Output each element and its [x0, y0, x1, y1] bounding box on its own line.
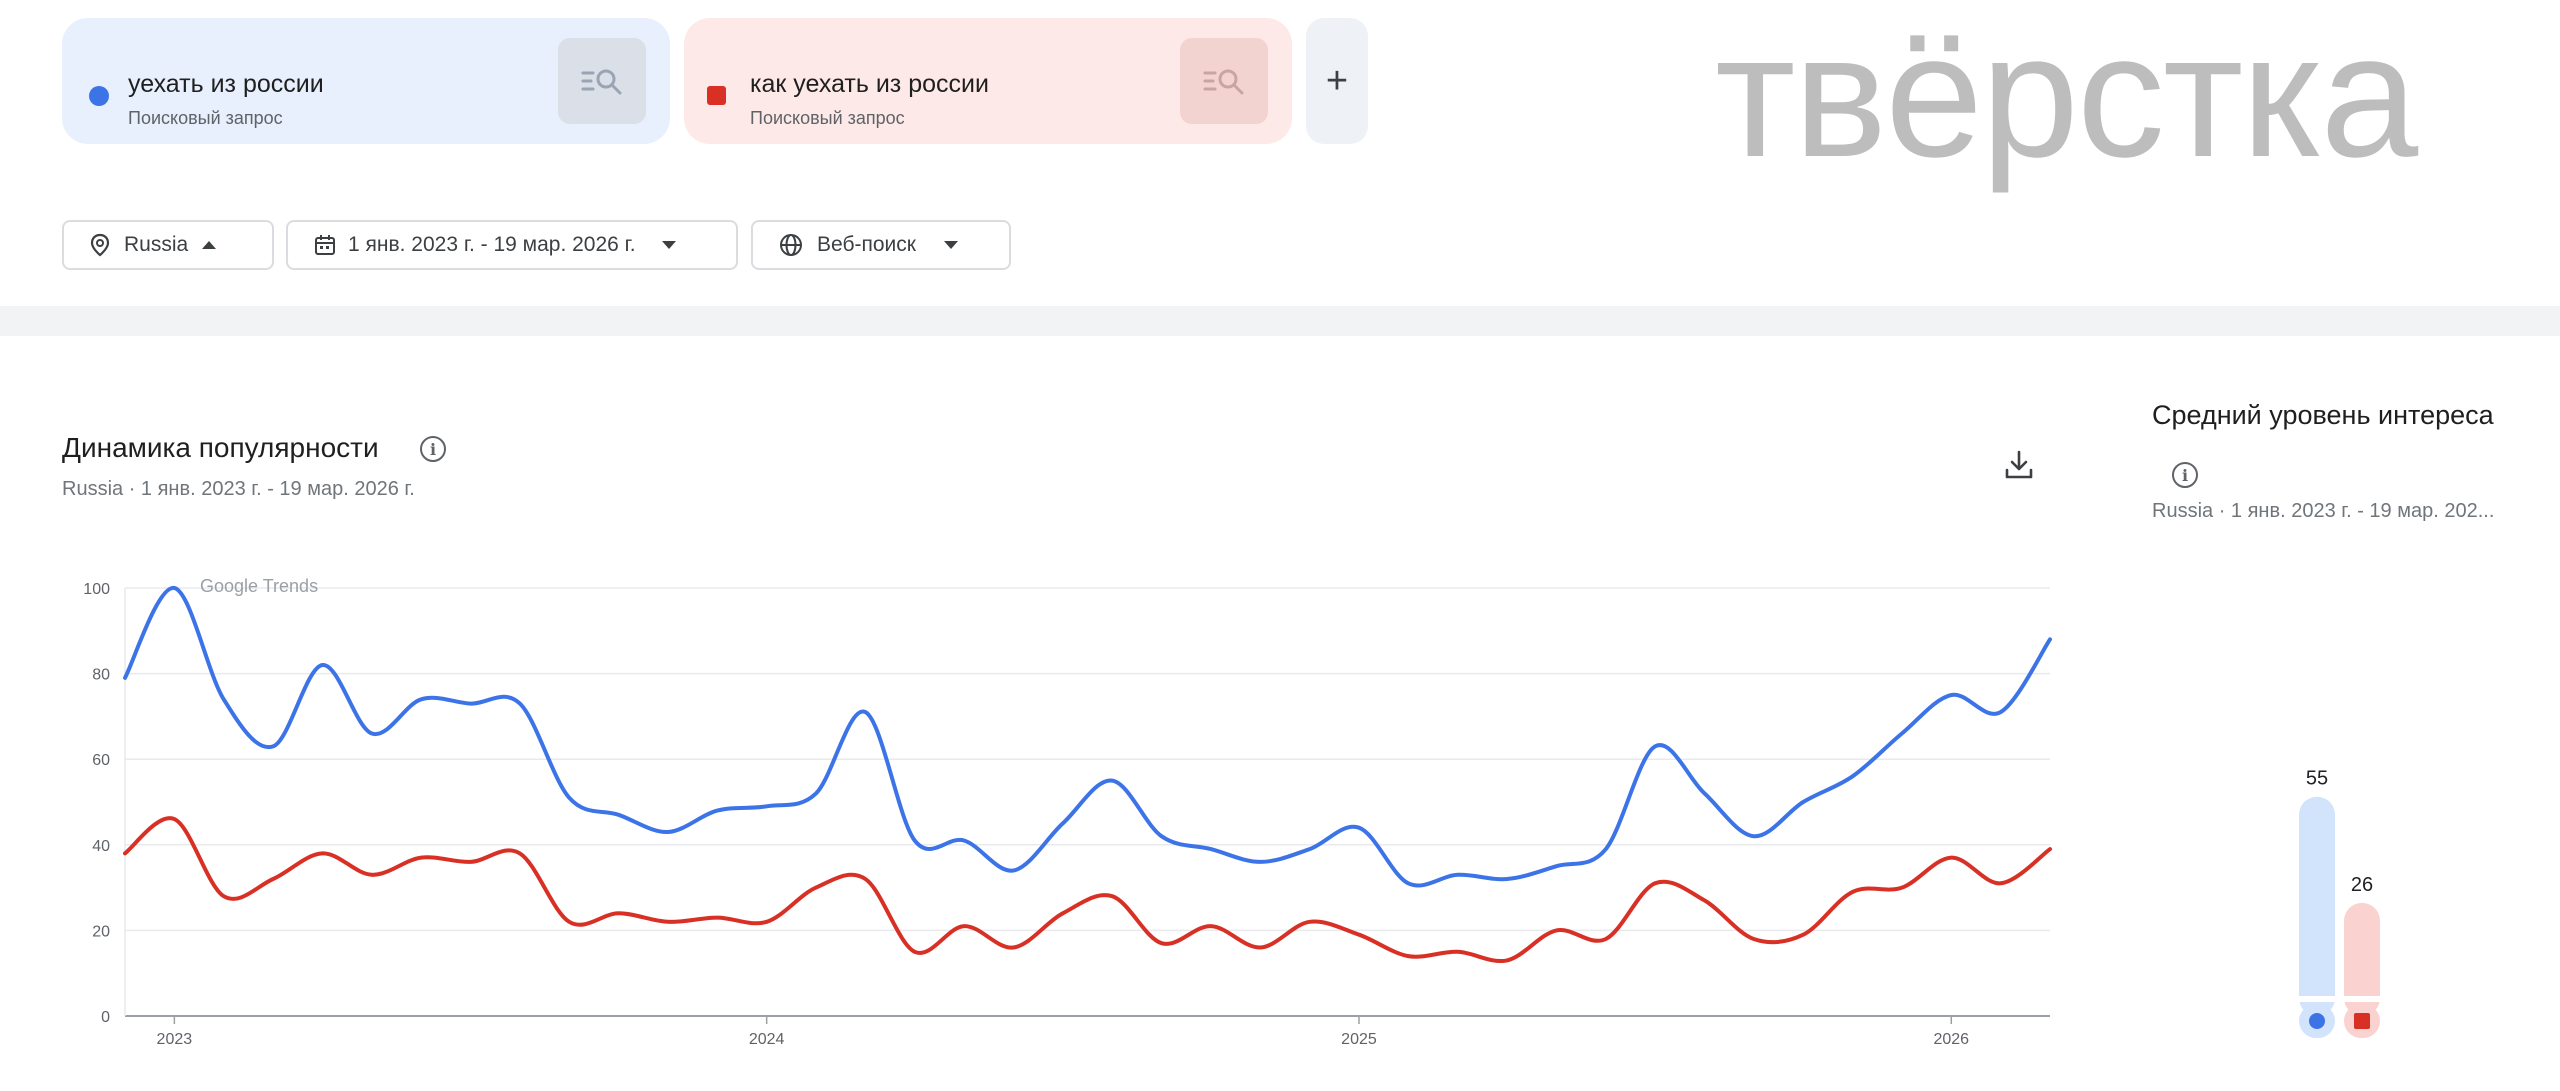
search-type-filter[interactable]: Веб-поиск	[751, 220, 1011, 270]
average-interest-subtitle: Russia · 1 янв. 2023 г. - 19 мар. 202...	[2152, 500, 2495, 522]
search-term-type: Поисковый запрос	[750, 108, 905, 128]
region-filter[interactable]: Russia	[62, 220, 274, 270]
search-list-icon	[1203, 69, 1244, 95]
blue-dot-icon	[2309, 1013, 2325, 1029]
caret-down-icon	[661, 241, 676, 249]
series-line-1	[123, 586, 2052, 888]
date-range-filter[interactable]: 1 янв. 2023 г. - 19 мар. 2026 г.	[286, 220, 738, 270]
x-tick-label: 2025	[1341, 1031, 1377, 1048]
bar-divider	[2344, 996, 2380, 1002]
google-trends-watermark: Google Trends	[200, 576, 318, 596]
date-range-label: 1 янв. 2023 г. - 19 мар. 2026 г.	[348, 233, 636, 256]
interest-over-time-subtitle: Russia · 1 янв. 2023 г. - 19 мар. 2026 г…	[62, 478, 415, 500]
interest-over-time-title: Динамика популярности	[62, 432, 379, 463]
info-icon[interactable]: i	[2172, 462, 2198, 488]
search-term-menu-button[interactable]	[1180, 38, 1268, 124]
caret-up-icon	[202, 241, 217, 249]
search-term-type: Поисковый запрос	[128, 108, 283, 128]
top-panel: уехать из россии Поисковый запрос как уе…	[0, 0, 2560, 307]
average-interest-title: Средний уровень интереса	[2152, 400, 2494, 430]
y-tick-label: 0	[101, 1009, 110, 1026]
search-term-label: как уехать из россии	[750, 70, 989, 98]
calendar-icon	[315, 235, 335, 255]
search-term-card-1[interactable]: уехать из россии Поисковый запрос	[62, 18, 670, 144]
globe-icon	[780, 234, 802, 256]
x-tick-label: 2023	[157, 1031, 193, 1048]
y-tick-label: 20	[92, 923, 110, 940]
x-tick-label: 2024	[749, 1031, 785, 1048]
y-tick-label: 80	[92, 667, 110, 684]
series-line-2	[123, 816, 2052, 964]
y-tick-label: 100	[83, 581, 110, 598]
download-icon[interactable]	[2002, 448, 2036, 482]
interest-over-time-chart: 0 20 40 60 80 100 2023 2024 2025 2026 Google Trend…	[83, 576, 2052, 1048]
x-tick-label: 2026	[1933, 1031, 1969, 1048]
red-square-icon	[2354, 1013, 2370, 1029]
region-filter-label: Russia	[124, 233, 189, 256]
average-bar	[2299, 796, 2335, 1016]
section-divider	[0, 306, 2560, 336]
info-icon[interactable]: i	[420, 436, 446, 462]
average-value-label: 26	[2351, 874, 2373, 896]
average-value-label: 55	[2306, 768, 2328, 790]
red-square-icon	[707, 86, 726, 105]
average-interest-chart: 55 26	[2299, 768, 2380, 1038]
y-tick-label: 40	[92, 838, 110, 855]
bar-divider	[2299, 996, 2335, 1002]
tverstka-logo: твёрстка	[1715, 0, 2418, 194]
search-term-menu-button[interactable]	[558, 38, 646, 124]
search-term-label: уехать из россии	[128, 70, 324, 98]
search-term-card-2[interactable]: как уехать из россии Поисковый запрос	[684, 18, 1292, 144]
add-term-button[interactable]: +	[1306, 18, 1368, 144]
caret-down-icon	[943, 241, 958, 249]
location-pin-icon	[90, 233, 110, 257]
y-tick-label: 60	[92, 752, 110, 769]
average-bar	[2344, 902, 2380, 1016]
search-list-icon	[581, 69, 622, 95]
search-type-label: Веб-поиск	[817, 233, 916, 256]
blue-dot-icon	[89, 86, 109, 106]
